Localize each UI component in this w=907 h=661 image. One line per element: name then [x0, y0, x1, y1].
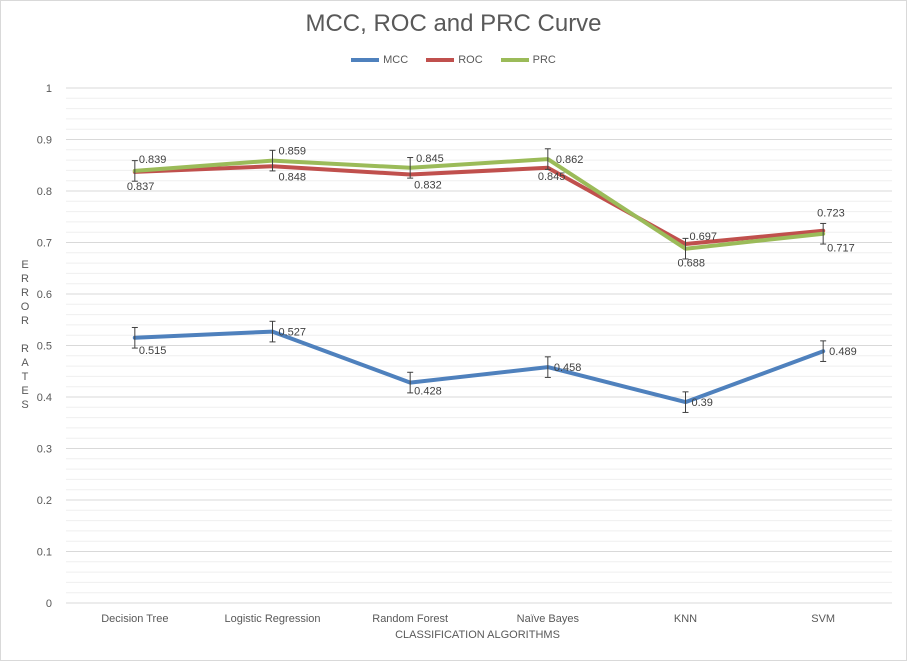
- data-label-roc: 0.832: [414, 180, 442, 192]
- y-axis-label-letter: R: [21, 343, 29, 355]
- x-tick-label: Random Forest: [372, 613, 448, 625]
- data-label-roc: 0.723: [817, 208, 845, 220]
- y-axis-label-letter: E: [21, 259, 29, 271]
- y-tick-label: 0.3: [37, 444, 52, 456]
- x-tick-label: KNN: [674, 613, 697, 625]
- chart-title: MCC, ROC and PRC Curve: [305, 10, 602, 37]
- y-tick-label: 0.9: [37, 135, 52, 147]
- legend-swatch-mcc: [351, 58, 380, 62]
- y-axis-label-letter: R: [21, 273, 29, 285]
- y-tick-label: 0.8: [37, 186, 52, 198]
- legend-label-prc: PRC: [532, 54, 556, 66]
- x-tick-labels: Decision Tree Logistic Regression Random F…: [101, 613, 835, 625]
- y-tick-label: 0.2: [37, 495, 52, 507]
- y-tick-label: 0.1: [37, 547, 52, 559]
- data-label-mcc: 0.458: [554, 362, 582, 374]
- y-axis-label-letter: O: [20, 301, 30, 313]
- data-label-mcc: 0.39: [692, 397, 713, 409]
- legend: MCC ROC PRC: [0, 54, 907, 66]
- y-tick-label: 1: [46, 83, 52, 95]
- y-tick-label: 0.4: [37, 392, 52, 404]
- data-label-prc: 0.859: [279, 146, 307, 158]
- series-line-roc: [132, 164, 826, 246]
- y-axis-label-letter: T: [21, 371, 29, 383]
- y-tick-label: 0: [46, 598, 52, 610]
- data-label-roc: 0.848: [279, 171, 307, 183]
- y-axis-label-letter: R: [21, 287, 29, 299]
- legend-label-mcc: MCC: [383, 54, 409, 66]
- data-label-prc: 0.717: [827, 243, 855, 255]
- y-tick-labels: 0 0.1 0.2 0.3 0.4 0.5 0.6 0.7 0.8 0.9 1: [37, 83, 52, 610]
- data-label-prc: 0.862: [556, 154, 584, 166]
- legend-item-roc: ROC: [426, 54, 483, 66]
- y-axis-label-letter: S: [21, 399, 29, 411]
- y-axis-label-letter: A: [21, 357, 29, 369]
- data-label-mcc: 0.489: [829, 346, 857, 358]
- y-axis-label-letter: E: [21, 385, 29, 397]
- legend-item-mcc: MCC: [351, 54, 408, 66]
- data-label-prc: 0.839: [139, 154, 167, 166]
- legend-swatch-prc: [500, 58, 529, 62]
- x-axis-label: CLASSIFICATION ALGORITHMS: [395, 629, 560, 641]
- x-tick-label: Decision Tree: [101, 613, 168, 625]
- series-line-mcc: [132, 329, 826, 405]
- y-axis-label-letter: R: [21, 315, 29, 327]
- data-label-mcc: 0.527: [279, 327, 307, 339]
- x-tick-label: SVM: [811, 613, 835, 625]
- data-label-roc: 0.697: [690, 231, 718, 243]
- data-label-prc: 0.688: [678, 258, 706, 270]
- data-label-roc: 0.837: [127, 181, 155, 193]
- data-label-roc: 0.845: [538, 171, 566, 183]
- x-tick-label: Logistic Regression: [225, 613, 321, 625]
- data-label-mcc: 0.428: [414, 386, 442, 398]
- data-label-mcc: 0.515: [139, 345, 167, 357]
- data-labels: 0.515 0.527 0.428 0.458 0.39 0.489 0.837 0.848 0…: [127, 146, 857, 410]
- y-tick-label: 0.6: [37, 289, 52, 301]
- data-label-prc: 0.845: [416, 153, 444, 165]
- series-line-prc: [132, 157, 826, 251]
- y-tick-label: 0.7: [37, 238, 52, 250]
- series-lines: [132, 157, 826, 405]
- legend-item-prc: PRC: [500, 54, 556, 66]
- legend-label-roc: ROC: [458, 54, 483, 66]
- error-bars: [131, 148, 827, 413]
- x-tick-label: Naïve Bayes: [517, 613, 580, 625]
- legend-swatch-roc: [426, 58, 455, 62]
- y-tick-label: 0.5: [37, 341, 52, 353]
- gridlines: [66, 87, 892, 604]
